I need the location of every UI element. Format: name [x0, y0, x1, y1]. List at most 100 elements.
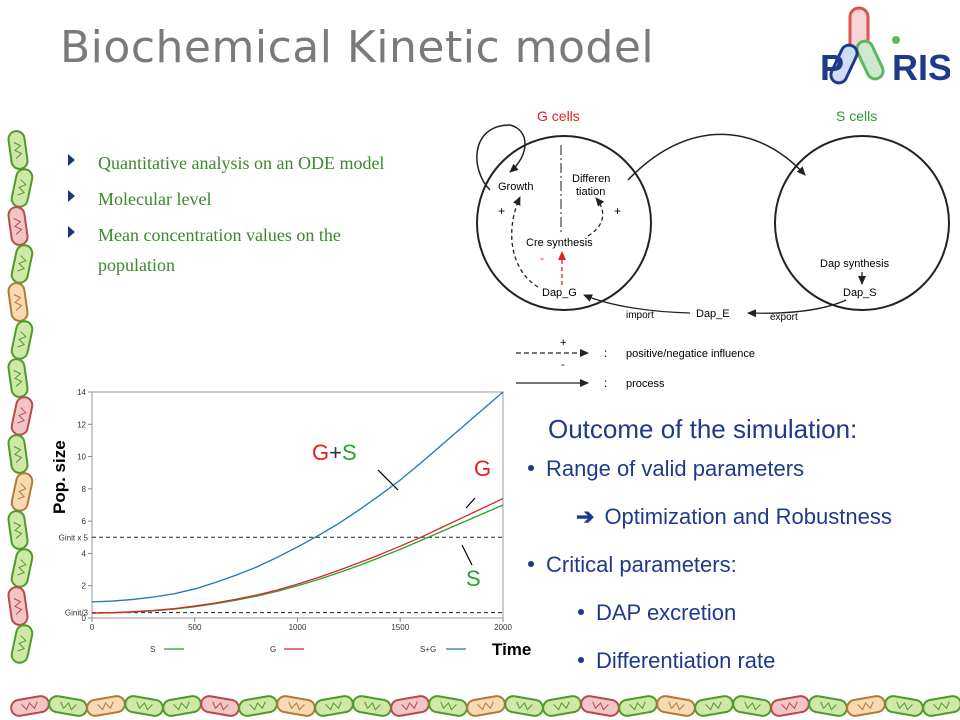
- x-tick-label: 2000: [494, 623, 512, 632]
- left-border-cell: [7, 434, 29, 474]
- dna-icon: [212, 701, 229, 711]
- dna-icon: [13, 370, 23, 387]
- dna-icon: [13, 142, 23, 159]
- bullet-list: Quantitative analysis on an ODE model Mo…: [68, 148, 388, 286]
- dna-icon: [364, 701, 381, 711]
- bullet-dot-icon: [578, 609, 584, 616]
- dna-icon: [60, 701, 77, 711]
- dna-icon: [440, 701, 457, 711]
- dna-icon: [325, 701, 342, 711]
- s-cell-circle: [774, 135, 950, 311]
- export-arrow: [747, 299, 847, 318]
- left-border-cell: [7, 586, 29, 626]
- x-tick-label: 0: [90, 623, 95, 632]
- dna-icon: [13, 218, 23, 235]
- dna-icon: [17, 559, 27, 576]
- dna-icon: [17, 179, 27, 196]
- outcome-panel: Outcome of the simulation: Range of vali…: [528, 414, 958, 697]
- legend-label: S: [150, 645, 155, 654]
- cre-synthesis-label: Cre synthesis: [526, 237, 593, 249]
- dna-icon: [249, 701, 266, 711]
- x-axis-label: Time: [492, 640, 532, 659]
- svg-text:RIS: RIS: [892, 47, 950, 88]
- x-tick-label: 1500: [391, 623, 409, 632]
- dna-icon: [17, 483, 27, 500]
- dna-icon: [17, 331, 27, 348]
- annotation-arrow: [465, 497, 476, 509]
- outcome-item: Differentiation rate: [528, 649, 958, 673]
- bacteria-icon: [7, 358, 29, 398]
- y-tick-label: 10: [77, 453, 86, 462]
- dna-icon: [744, 701, 761, 711]
- bacteria-icon: [7, 510, 29, 550]
- left-border-cell: [10, 624, 34, 664]
- right-arrow-icon: ➔: [576, 504, 595, 529]
- left-border-cell: [7, 358, 29, 398]
- bottom-border-cell: [124, 695, 164, 717]
- outcome-item: Range of valid parameters: [528, 457, 958, 481]
- import-label: import: [626, 310, 654, 321]
- bullet-item: Mean concentration values on the populat…: [68, 220, 388, 280]
- dna-icon: [17, 635, 27, 652]
- dna-icon: [13, 522, 23, 539]
- x-tick-label: 1000: [289, 623, 307, 632]
- dna-icon: [820, 701, 837, 711]
- left-border-cell: [7, 206, 29, 246]
- growth-influence-arrow: [511, 196, 539, 288]
- series-line-g: [91, 497, 504, 614]
- bottom-border-cell: [922, 695, 960, 717]
- slide-title: Biochemical Kinetic model: [60, 22, 655, 73]
- bullet-dot-icon: [528, 465, 534, 472]
- legend-plus: +: [560, 337, 566, 349]
- bullet-arrow-icon: [68, 154, 75, 166]
- outcome-item: Critical parameters:: [528, 553, 958, 577]
- left-border-cell: [7, 510, 29, 550]
- dna-icon: [516, 701, 533, 711]
- paris-logo: P RIS: [820, 6, 950, 88]
- outcome-item: DAP excretion: [528, 601, 958, 625]
- bacteria-icon: [922, 695, 960, 717]
- bullet-item: Quantitative analysis on an ODE model: [68, 148, 388, 178]
- y-tick-label: 8: [82, 485, 87, 494]
- export-label: export: [770, 312, 798, 323]
- dna-icon: [97, 701, 114, 711]
- differentiation-label-1: Differen: [572, 173, 610, 185]
- dna-icon: [17, 255, 27, 272]
- dna-icon: [136, 701, 153, 711]
- legend-process-label: process: [626, 378, 665, 390]
- bullet-dot-icon: [528, 561, 534, 568]
- dna-icon: [401, 701, 418, 711]
- dna-icon: [288, 701, 305, 711]
- bacteria-icon: [7, 130, 29, 170]
- bacteria-icon: [7, 586, 29, 626]
- annotation-gs: G+S: [312, 440, 357, 465]
- outcome-heading: Outcome of the simulation:: [548, 414, 858, 444]
- dna-icon: [173, 701, 190, 711]
- reference-line-label: Ginit/3: [65, 609, 89, 618]
- differentiation-label-2: tiation: [576, 186, 605, 198]
- dna-icon: [592, 701, 609, 711]
- dna-icon: [21, 701, 38, 711]
- diff-influence-arrow: [587, 197, 605, 237]
- plus-label: +: [498, 204, 505, 218]
- dna-icon: [668, 701, 685, 711]
- dna-icon: [896, 701, 913, 711]
- legend-label: S+G: [420, 645, 436, 654]
- y-tick-label: 4: [82, 549, 87, 558]
- growth-label: Growth: [498, 181, 533, 193]
- bottom-border-cell: [846, 695, 886, 717]
- annotation-g: G: [474, 456, 492, 481]
- plus-label: +: [614, 204, 621, 218]
- dna-icon: [933, 701, 950, 711]
- dap-s-label: Dap_S: [843, 287, 877, 299]
- y-tick-label: 0: [82, 614, 87, 623]
- bottom-border-cell: [238, 695, 278, 717]
- annotation-arrow: [377, 469, 399, 491]
- g-cells-label: G cells: [537, 108, 580, 124]
- dna-icon: [857, 701, 874, 711]
- annotation-arrow: [461, 544, 473, 566]
- bullet-arrow-icon: [68, 190, 75, 202]
- dap-e-label: Dap_E: [696, 308, 730, 320]
